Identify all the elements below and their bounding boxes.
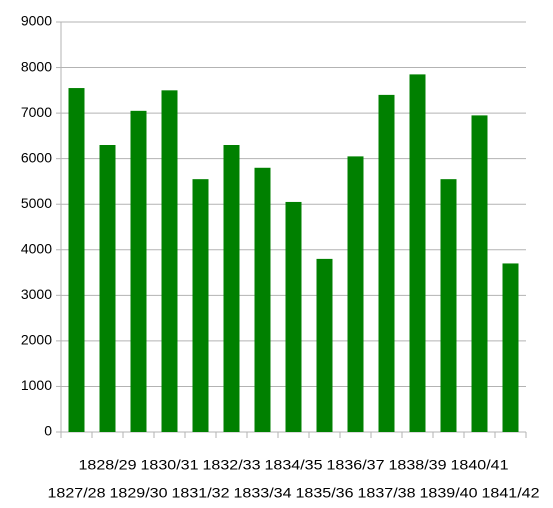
bar (130, 110, 147, 432)
x-tick-label: 1838/39 (389, 457, 447, 473)
y-tick-label: 4000 (21, 240, 52, 256)
x-tick-label: 1828/29 (79, 457, 137, 473)
bar (347, 156, 364, 432)
bar (223, 145, 240, 432)
bar (471, 115, 488, 432)
x-tick-label: 1839/40 (420, 485, 478, 501)
bar (285, 201, 302, 432)
bar (409, 74, 426, 432)
y-tick-label: 5000 (21, 195, 52, 211)
y-tick-label: 8000 (21, 58, 52, 74)
x-tick-label: 1830/31 (141, 457, 199, 473)
bar (192, 179, 209, 432)
y-tick-label: 1000 (21, 377, 52, 393)
x-tick-label: 1835/36 (296, 485, 354, 501)
x-tick-label: 1841/42 (482, 485, 540, 501)
bar (99, 145, 116, 432)
y-tick-label: 3000 (21, 286, 52, 302)
y-tick-label: 2000 (21, 332, 52, 348)
x-tick-label: 1829/30 (110, 485, 168, 501)
bar (378, 94, 395, 432)
bar (316, 258, 333, 432)
x-tick-label: 1836/37 (327, 457, 385, 473)
x-tick-label: 1834/35 (265, 457, 323, 473)
y-tick-label: 6000 (21, 149, 52, 165)
bar (161, 90, 178, 432)
y-tick-label: 0 (44, 423, 52, 439)
x-tick-label: 1832/33 (203, 457, 261, 473)
x-tick-label: 1831/32 (172, 485, 230, 501)
bar (440, 179, 457, 432)
x-tick-label: 1833/34 (234, 485, 292, 501)
x-tick-label: 1827/28 (48, 485, 106, 501)
y-tick-label: 9000 (21, 13, 52, 29)
bar (502, 263, 519, 432)
x-tick-label: 1840/41 (451, 457, 509, 473)
bar (254, 167, 271, 432)
y-tick-label: 7000 (21, 104, 52, 120)
bar (68, 88, 85, 433)
x-tick-label: 1837/38 (358, 485, 416, 501)
